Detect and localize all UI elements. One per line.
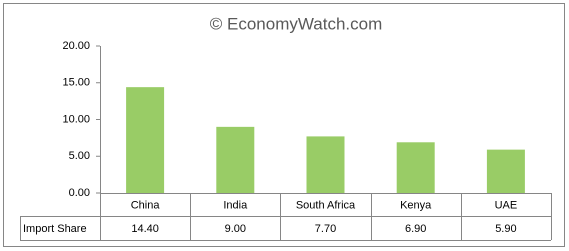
- x-tick-label: Kenya: [400, 199, 432, 211]
- y-tick-label: 5.00: [69, 150, 90, 162]
- x-tick-label: India: [223, 199, 248, 211]
- bar: [486, 149, 525, 193]
- table-value: 6.90: [405, 223, 426, 235]
- bar: [216, 126, 255, 193]
- bar: [396, 142, 435, 193]
- table-value: 14.40: [131, 223, 159, 235]
- x-tick-label: China: [131, 199, 161, 211]
- table-value: 5.90: [495, 223, 516, 235]
- table-value: 7.70: [315, 223, 336, 235]
- x-tick-label: UAE: [495, 199, 518, 211]
- y-tick-label: 10.00: [62, 113, 90, 125]
- y-tick-label: 0.00: [69, 187, 90, 199]
- y-tick-label: 15.00: [62, 77, 90, 89]
- x-tick-label: South Africa: [296, 199, 356, 211]
- table-value: 9.00: [225, 223, 246, 235]
- chart-title: © EconomyWatch.com: [210, 14, 383, 33]
- y-tick-label: 20.00: [62, 40, 90, 52]
- table-series-name: Import Share: [23, 223, 87, 235]
- bar: [306, 136, 345, 193]
- bar: [126, 87, 165, 193]
- chart-border: [3, 3, 565, 247]
